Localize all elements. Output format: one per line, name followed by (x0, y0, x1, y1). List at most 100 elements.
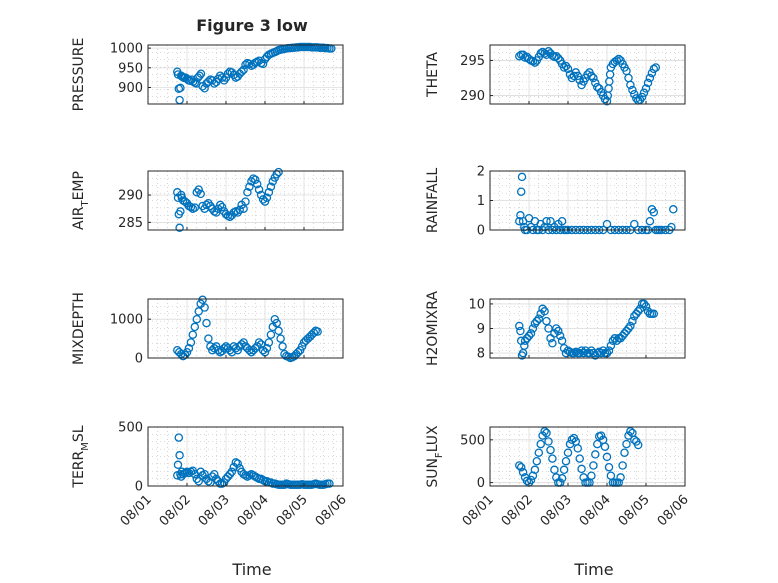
data-point (309, 328, 319, 338)
data-point (258, 59, 268, 69)
y-axis-label-base: RAINFALL (425, 168, 441, 233)
data-point (602, 452, 612, 462)
data-point (604, 462, 614, 472)
data-point (573, 444, 583, 453)
data-point (555, 331, 565, 341)
data-point (176, 83, 185, 93)
data-point (223, 69, 233, 78)
data-point (274, 167, 283, 177)
x-tick-label: 08/04 (577, 492, 614, 529)
data-point (200, 84, 209, 93)
data-point (532, 316, 542, 326)
data-point (536, 49, 545, 58)
data-point (175, 223, 184, 233)
data-point (616, 473, 625, 482)
data-point (563, 448, 573, 457)
x-tick-label: 08/06 (313, 492, 350, 529)
data-point (575, 454, 584, 463)
data-point (528, 324, 538, 333)
data-point (534, 314, 544, 323)
data-point (245, 59, 254, 69)
data-point (542, 428, 551, 438)
data-point (626, 321, 635, 331)
y-axis-label: AIRTEMP (71, 171, 91, 230)
data-point (195, 71, 204, 80)
data-point (526, 475, 536, 485)
data-point (243, 188, 252, 197)
data-point (630, 219, 639, 229)
data-series (173, 295, 322, 363)
data-point (604, 346, 614, 355)
data-point (639, 88, 649, 98)
y-tick-label: 0 (135, 352, 143, 367)
data-point (528, 471, 538, 480)
y-tick-label: 0 (477, 476, 485, 491)
data-point (231, 458, 241, 467)
data-point (237, 67, 246, 76)
data-point (245, 345, 254, 355)
data-series (173, 42, 336, 105)
data-point (190, 203, 200, 212)
data-point (252, 179, 262, 189)
y-tick-label: 1000 (110, 313, 143, 328)
data-point (194, 477, 203, 486)
y-axis-label: PRESSURE (71, 38, 87, 112)
data-point (297, 342, 307, 351)
y-axis-label-base: PRESSURE (71, 38, 87, 112)
axes-frame (147, 426, 344, 487)
y-axis-label-base: THETA (425, 52, 441, 98)
subplot-mixdepth: 0 1000 MIXDEPTH (71, 292, 344, 367)
data-point (546, 216, 555, 226)
y-tick-label: 950 (118, 61, 143, 76)
data-point (591, 78, 600, 88)
y-axis-label-subscript: M (80, 442, 91, 451)
data-point (561, 348, 571, 358)
y-axis-label: TERRMSL (71, 425, 91, 488)
data-point (639, 299, 649, 309)
data-point (245, 182, 254, 192)
x-axis-label-left: Time (231, 560, 271, 579)
y-tick-label: 285 (118, 216, 143, 231)
subplot-rainfall: 0 1 2 RAINFALL (425, 165, 686, 239)
data-point (227, 467, 237, 477)
data-point (516, 187, 526, 196)
data-point (526, 329, 536, 338)
data-point (575, 75, 584, 85)
subplot-h2omixra: 8 9 10 H2OMIXRA (425, 291, 686, 366)
data-point (569, 348, 579, 358)
y-tick-label: 10 (468, 297, 485, 312)
data-point (645, 73, 655, 83)
data-point (647, 68, 657, 78)
data-point (264, 338, 274, 347)
y-tick-label: 500 (460, 433, 485, 448)
data-point (516, 462, 526, 472)
data-point (554, 326, 563, 336)
y-tick-label: 295 (460, 54, 485, 69)
data-point (649, 309, 659, 319)
x-tick-label: 08/01 (460, 492, 497, 529)
data-point (180, 468, 190, 478)
axes-frame (147, 298, 344, 359)
data-point (559, 465, 569, 475)
data-point (620, 448, 629, 457)
data-point (192, 314, 202, 324)
data-point (567, 435, 577, 445)
y-axis-label-base: SUN (425, 458, 441, 488)
data-point (227, 68, 237, 77)
axes-frame (489, 44, 686, 105)
subplot-air-temp: 285 290 AIRTEMP (71, 167, 344, 233)
x-tick-label: 08/01 (118, 492, 155, 529)
data-point (176, 207, 185, 216)
y-tick-label: 0 (135, 480, 143, 495)
data-point (522, 476, 532, 486)
data-point (200, 303, 209, 312)
data-point (624, 324, 633, 333)
data-point (548, 454, 557, 463)
data-point (641, 84, 651, 93)
data-point (274, 326, 283, 336)
x-tick-label: 08/04 (235, 492, 272, 529)
data-point (270, 314, 280, 324)
data-point (651, 63, 661, 72)
axes-frame (147, 170, 344, 231)
data-point (552, 324, 561, 333)
